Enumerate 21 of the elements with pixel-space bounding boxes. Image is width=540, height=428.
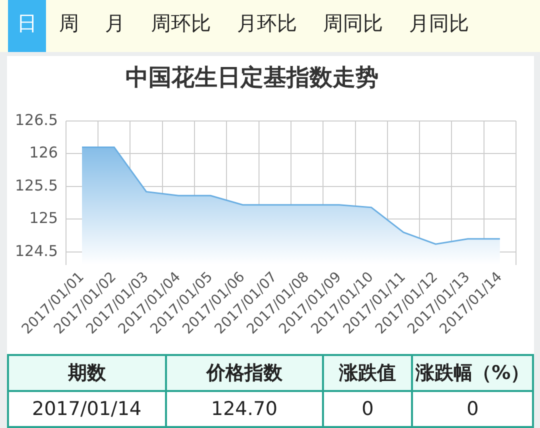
y-tick-label: 125 [29,209,58,228]
text: 周 [58,10,80,37]
y-tick-label: 126.5 [14,110,58,129]
text: 涨跌值 [323,355,412,391]
text: 涨跌幅（%） [412,355,533,391]
text: 月 [104,10,126,37]
text: 2017/01/14 [8,391,166,427]
text: 124.70 [166,391,323,427]
text: 周同比 [322,10,384,37]
text: 0 [323,391,412,427]
text: 日 [8,0,46,52]
y-tick-label: 124.5 [14,242,58,260]
text: 期数 [8,355,166,391]
text: 0 [412,391,533,427]
y-tick-label: 125.5 [14,176,58,194]
y-tick-label: 126 [29,144,58,162]
text: 月同比 [408,10,470,37]
chart-title: 中国花生日定基指数走势 [124,64,380,93]
text: 价格指数 [166,355,323,391]
text: 周环比 [150,10,212,37]
text: 月环比 [236,10,298,37]
